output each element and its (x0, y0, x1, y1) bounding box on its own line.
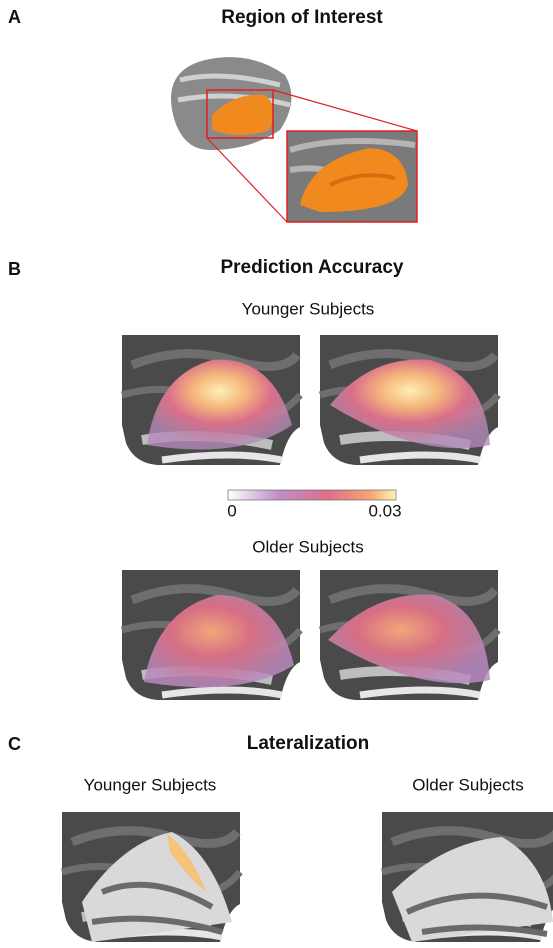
brain-map (382, 812, 553, 942)
brain-overview (170, 57, 418, 223)
brain-map (62, 812, 240, 942)
panel-label: A (8, 7, 21, 27)
panel-title: Region of Interest (221, 7, 383, 28)
panel-title: Prediction Accuracy (220, 257, 403, 278)
panel-title: Lateralization (247, 733, 369, 754)
group-label: Younger Subjects (84, 775, 217, 794)
group-label: Younger Subjects (242, 299, 375, 318)
colorbar-label: 0 (227, 501, 236, 520)
group-label: Older Subjects (252, 537, 364, 556)
panel-label: B (8, 259, 21, 279)
colorbar-label: 0.03 (368, 501, 401, 520)
brain-map (320, 335, 498, 465)
brain-map (122, 570, 300, 700)
panel-label: C (8, 734, 21, 754)
group-label: Older Subjects (412, 775, 524, 794)
brain-map (122, 335, 300, 465)
colorbar (227, 489, 397, 501)
brain-map (320, 570, 498, 700)
